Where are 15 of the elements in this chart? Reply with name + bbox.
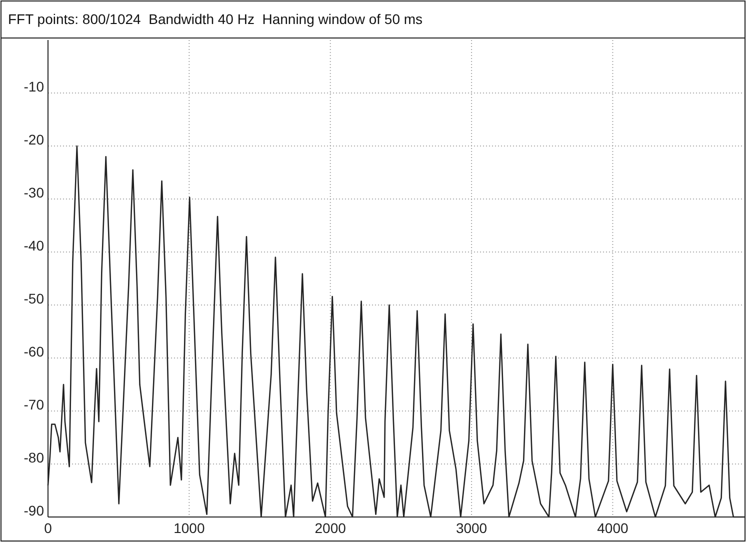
y-tick-label: -30 <box>24 184 44 201</box>
y-tick-label: -90 <box>24 502 44 519</box>
y-tick-label: -10 <box>24 78 44 95</box>
x-tick-label: 0 <box>44 520 52 536</box>
x-tick-label: 3000 <box>456 520 488 536</box>
y-tick-label: -20 <box>24 132 44 148</box>
y-tick-label: -70 <box>24 396 44 413</box>
x-tick-label: 1000 <box>174 520 205 536</box>
x-tick-label: 4000 <box>597 520 628 536</box>
chart-title: FFT points: 800/1024 Bandwidth 40 Hz Hanning window of 50 ms <box>8 11 423 27</box>
y-tick-label: -80 <box>24 450 44 466</box>
y-tick-label: -50 <box>24 290 44 307</box>
y-tick-label: -60 <box>24 344 44 360</box>
x-tick-label: 2000 <box>314 520 346 536</box>
y-tick-label: -40 <box>24 238 44 254</box>
